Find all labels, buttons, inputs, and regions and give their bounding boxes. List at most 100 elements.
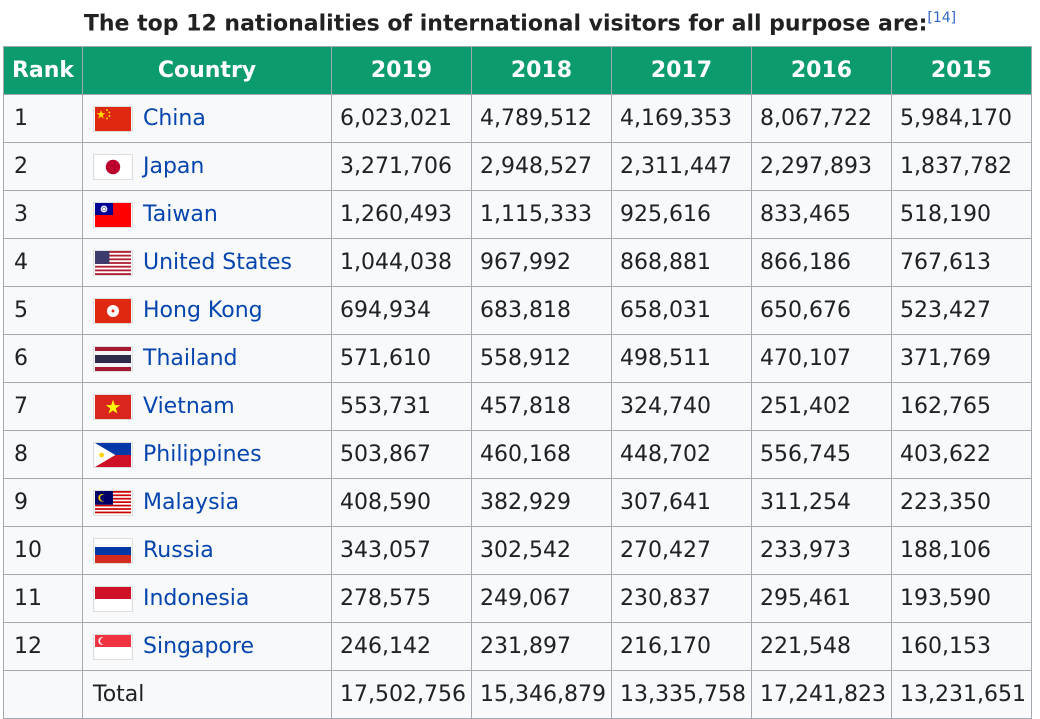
value-cell-2015: 1,837,782 [891, 142, 1032, 191]
value-cell-2017: 4,169,353 [611, 94, 752, 143]
hong-kong-flag-icon [93, 297, 133, 324]
country-cell: Taiwan [82, 190, 332, 239]
value-cell-2017: 448,702 [611, 430, 752, 479]
value-cell-2017: 868,881 [611, 238, 752, 287]
value-cell-2017: 498,511 [611, 334, 752, 383]
united-states-flag-icon [93, 249, 133, 276]
value-cell-2016: 866,186 [751, 238, 892, 287]
value-cell-2017: 270,427 [611, 526, 752, 575]
value-cell-2015: 193,590 [891, 574, 1032, 623]
header-2016[interactable]: 2016 [751, 46, 892, 95]
country-link[interactable]: Japan [143, 154, 205, 179]
header-rank[interactable]: Rank [3, 46, 83, 95]
russia-flag-icon [93, 537, 133, 564]
value-cell-2019: 503,867 [331, 430, 472, 479]
total-value-2019: 17,502,756 [331, 670, 472, 719]
rank-cell: 6 [3, 334, 83, 383]
header-2019[interactable]: 2019 [331, 46, 472, 95]
country-cell-content: Japan [93, 153, 323, 180]
singapore-flag-icon [93, 633, 133, 660]
table-row: 10 Russia 343,057 302,542 270,427 233,973 188,… [3, 526, 1032, 575]
total-value-2016: 17,241,823 [751, 670, 892, 719]
table-row: 6 Thailand 571,610 558,912 498,511 470,107 371… [3, 334, 1032, 383]
vietnam-flag-icon [93, 393, 133, 420]
value-cell-2018: 231,897 [471, 622, 612, 671]
rank-cell: 11 [3, 574, 83, 623]
country-cell: Japan [82, 142, 332, 191]
philippines-flag-icon [93, 441, 133, 468]
value-cell-2017: 324,740 [611, 382, 752, 431]
country-cell-content: Singapore [93, 633, 323, 660]
value-cell-2018: 683,818 [471, 286, 612, 335]
country-link[interactable]: Hong Kong [143, 298, 263, 323]
header-country[interactable]: Country [82, 46, 332, 95]
country-link[interactable]: Singapore [143, 634, 254, 659]
country-link[interactable]: Malaysia [143, 490, 240, 515]
total-value-2018: 15,346,879 [471, 670, 612, 719]
value-cell-2016: 650,676 [751, 286, 892, 335]
country-link[interactable]: Russia [143, 538, 214, 563]
country-cell: Thailand [82, 334, 332, 383]
header-2018[interactable]: 2018 [471, 46, 612, 95]
value-cell-2016: 295,461 [751, 574, 892, 623]
value-cell-2017: 658,031 [611, 286, 752, 335]
value-cell-2015: 767,613 [891, 238, 1032, 287]
reference-link[interactable]: [14] [927, 10, 957, 26]
value-cell-2015: 518,190 [891, 190, 1032, 239]
value-cell-2018: 457,818 [471, 382, 612, 431]
country-cell-content: Taiwan [93, 201, 323, 228]
value-cell-2019: 571,610 [331, 334, 472, 383]
table-row: 9 Malaysia 408,590 382,929 307,641 311,254 223… [3, 478, 1032, 527]
total-row: Total 17,502,756 15,346,879 13,335,758 17,24… [3, 670, 1032, 719]
country-link[interactable]: Indonesia [143, 586, 250, 611]
header-2017[interactable]: 2017 [611, 46, 752, 95]
value-cell-2015: 371,769 [891, 334, 1032, 383]
value-cell-2016: 556,745 [751, 430, 892, 479]
value-cell-2017: 216,170 [611, 622, 752, 671]
thailand-flag-icon [93, 345, 133, 372]
value-cell-2016: 2,297,893 [751, 142, 892, 191]
value-cell-2017: 925,616 [611, 190, 752, 239]
country-cell: Vietnam [82, 382, 332, 431]
rank-cell: 5 [3, 286, 83, 335]
value-cell-2019: 694,934 [331, 286, 472, 335]
country-cell: Singapore [82, 622, 332, 671]
value-cell-2015: 403,622 [891, 430, 1032, 479]
value-cell-2019: 246,142 [331, 622, 472, 671]
value-cell-2018: 967,992 [471, 238, 612, 287]
rank-cell: 4 [3, 238, 83, 287]
value-cell-2019: 1,044,038 [331, 238, 472, 287]
header-row: Rank Country 2019 2018 2017 2016 2015 [3, 46, 1032, 95]
country-cell-content: Indonesia [93, 585, 323, 612]
total-rank-cell [3, 670, 83, 719]
country-cell-content: Philippines [93, 441, 323, 468]
country-link[interactable]: Philippines [143, 442, 262, 467]
value-cell-2018: 460,168 [471, 430, 612, 479]
rank-cell: 9 [3, 478, 83, 527]
rank-cell: 12 [3, 622, 83, 671]
table-row: 8 Philippines 503,867 460,168 448,702 556,745… [3, 430, 1032, 479]
country-link[interactable]: Vietnam [143, 394, 235, 419]
value-cell-2016: 233,973 [751, 526, 892, 575]
value-cell-2017: 307,641 [611, 478, 752, 527]
country-cell: Philippines [82, 430, 332, 479]
value-cell-2018: 558,912 [471, 334, 612, 383]
malaysia-flag-icon [93, 489, 133, 516]
value-cell-2016: 221,548 [751, 622, 892, 671]
country-cell: Indonesia [82, 574, 332, 623]
table-row: 12 Singapore 246,142 231,897 216,170 221,548 1… [3, 622, 1032, 671]
country-cell-content: Malaysia [93, 489, 323, 516]
header-2015[interactable]: 2015 [891, 46, 1032, 95]
country-cell-content: Russia [93, 537, 323, 564]
table-row: 11 Indonesia 278,575 249,067 230,837 295,461 1… [3, 574, 1032, 623]
country-link[interactable]: United States [143, 250, 292, 275]
country-cell: Malaysia [82, 478, 332, 527]
rank-cell: 7 [3, 382, 83, 431]
country-link[interactable]: Taiwan [143, 202, 218, 227]
country-link[interactable]: Thailand [143, 346, 238, 371]
country-link[interactable]: China [143, 106, 206, 131]
table-row: 7 Vietnam 553,731 457,818 324,740 251,402 162,… [3, 382, 1032, 431]
table-row: 2 Japan 3,271,706 2,948,527 2,311,447 2,297,8… [3, 142, 1032, 191]
total-value-2015: 13,231,651 [891, 670, 1032, 719]
